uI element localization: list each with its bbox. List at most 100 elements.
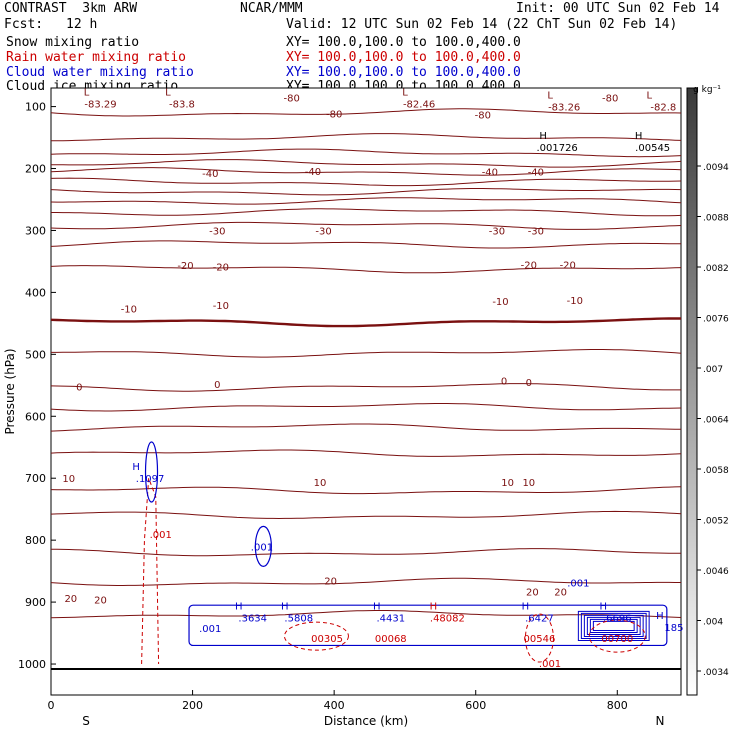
- extremum-value: -83.8: [169, 99, 195, 110]
- extremum-marker: H: [539, 131, 547, 142]
- plot-frame: [50, 87, 682, 696]
- y-axis-label: Pressure (hPa): [3, 348, 17, 434]
- extremum-value: .001: [567, 578, 589, 589]
- extremum-marker: H: [635, 131, 643, 142]
- colorbar-tick-label: .007: [703, 365, 723, 375]
- extremum-marker: H: [600, 602, 608, 613]
- extremum-marker: L: [402, 87, 408, 98]
- contour-label: -40: [528, 168, 544, 179]
- extremum-value: .1097: [136, 474, 165, 485]
- org-label: NCAR/MMM: [240, 1, 303, 16]
- isotherm-contour: [50, 221, 682, 230]
- contour-label: 10: [314, 478, 327, 489]
- contour-label: -10: [567, 296, 583, 307]
- contour-label: 10: [522, 478, 535, 489]
- colorbar: [686, 87, 698, 696]
- isotherm-contour: [50, 317, 681, 328]
- y-tick-label: 700: [25, 472, 46, 485]
- field-name-snow: Snow mixing ratio: [6, 35, 140, 50]
- y-tick-label: 600: [25, 410, 46, 423]
- extremum-marker: H: [430, 602, 438, 613]
- rain-contour: [283, 621, 349, 651]
- y-tick-label: 300: [25, 224, 46, 237]
- cloud-water-contour: [254, 525, 272, 567]
- isotherm-contour: [50, 577, 681, 586]
- isotherm-contour: [50, 403, 682, 412]
- extremum-value: -83.26: [548, 103, 580, 114]
- isotherm-contour: [51, 133, 682, 142]
- rain-contour: [588, 619, 646, 653]
- extremum-value: .5808: [284, 614, 313, 625]
- isotherm-contour: [50, 383, 681, 392]
- isotherm-contour: [50, 108, 682, 117]
- x-tick-label: 200: [182, 699, 203, 712]
- extremum-value: .001: [199, 624, 221, 635]
- y-tick-label: 200: [25, 163, 46, 176]
- extremum-value: .001: [251, 542, 273, 553]
- extremum-value: 00546: [524, 634, 556, 645]
- contour-label: -80: [602, 93, 618, 104]
- colorbar-tick-label: .0058: [703, 466, 729, 476]
- contour-label: -80: [326, 109, 342, 120]
- contour-label: -10: [121, 305, 137, 316]
- isotherm-contour: [51, 208, 682, 217]
- isotherm-contour: [51, 349, 682, 358]
- isotherm-contour: [50, 265, 682, 274]
- contour-label: 20: [324, 576, 337, 587]
- x-tick-label: 400: [324, 699, 345, 712]
- contour-label: -10: [213, 301, 229, 312]
- extremum-value: 00068: [375, 634, 407, 645]
- contour-label: -40: [305, 167, 321, 178]
- extremum-value: -83.29: [84, 99, 116, 110]
- cloud-water-contour: [586, 616, 641, 635]
- init-time: Init: 00 UTC Sun 02 Feb 14: [516, 1, 720, 16]
- cloud-water-contour: [577, 610, 650, 641]
- x-tick-label: 0: [48, 699, 55, 712]
- y-tick-label: 100: [25, 101, 46, 114]
- isotherm-contour: [50, 177, 682, 187]
- field-xy-snow: XY= 100.0,100.0 to 100.0,400.0: [286, 35, 521, 50]
- colorbar-tick-label: .0076: [703, 315, 729, 325]
- contour-label: -20: [560, 261, 576, 272]
- colorbar-tick-label: .0034: [703, 668, 729, 678]
- isotherm-contour: [50, 240, 682, 249]
- contour-label: -40: [482, 168, 498, 179]
- extremum-marker: L: [84, 87, 90, 98]
- contour-label: 0: [501, 376, 507, 387]
- contour-label: -20: [213, 262, 229, 273]
- isotherm-contour: [50, 510, 682, 520]
- colorbar-tick-label: .004: [703, 618, 723, 628]
- contour-label: 10: [501, 478, 514, 489]
- extremum-marker: H: [281, 602, 289, 613]
- y-tick-label: 900: [25, 596, 46, 609]
- extremum-value: .6696: [603, 614, 632, 625]
- contour-label: -30: [209, 226, 225, 237]
- isotherm-contour: [51, 159, 682, 168]
- extremum-value: -82.46: [403, 99, 435, 110]
- colorbar-tick-label: .0094: [703, 163, 729, 173]
- fcst-label: Fcst:: [4, 17, 44, 32]
- extremum-value: .00545: [635, 143, 670, 154]
- contour-label: -30: [489, 226, 505, 237]
- colorbar-tick-label: .0064: [703, 416, 729, 426]
- extremum-value: .001: [539, 659, 561, 670]
- extremum-marker: L: [647, 91, 653, 102]
- south-label: S: [82, 714, 90, 728]
- extremum-value: .48082: [430, 614, 465, 625]
- fcst-value: 12 h: [66, 17, 98, 32]
- extremum-marker: H: [235, 602, 243, 613]
- field-xy-cloud-water: XY= 100.0,100.0 to 100.0,400.0: [286, 65, 521, 80]
- colorbar-unit: g kg⁻¹: [693, 85, 721, 95]
- contour-label: 20: [554, 588, 567, 599]
- x-axis-label: Distance (km): [324, 714, 408, 728]
- contour-label: -20: [521, 261, 537, 272]
- colorbar-tick-label: .0052: [703, 517, 729, 527]
- cloud-water-contour: [589, 618, 638, 633]
- cloud-water-contour: [188, 604, 668, 647]
- colorbar-tick-label: .0088: [703, 214, 729, 224]
- x-tick-label: 800: [607, 699, 628, 712]
- extremum-marker: H: [373, 602, 381, 613]
- contour-label: -80: [284, 93, 300, 104]
- cloud-water-contour: [580, 612, 647, 639]
